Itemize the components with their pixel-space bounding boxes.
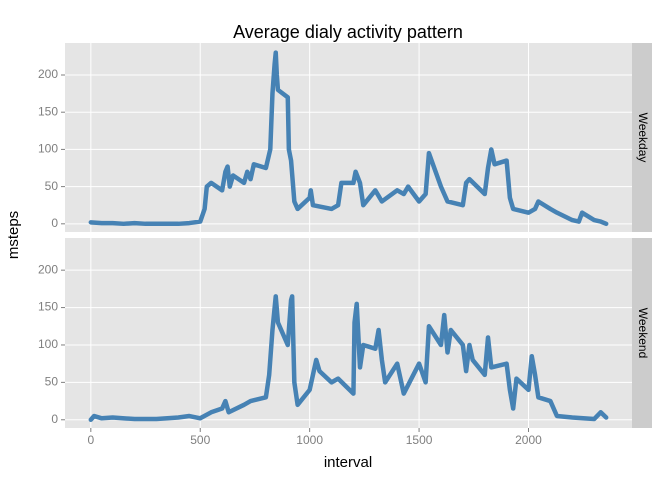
data-line bbox=[88, 50, 609, 227]
y-tick-label: 0 bbox=[51, 216, 58, 230]
y-tick-label: 150 bbox=[38, 104, 58, 118]
facet-strip bbox=[632, 238, 652, 428]
y-tick-label: 200 bbox=[38, 67, 58, 81]
x-tick-label: 500 bbox=[190, 433, 210, 447]
x-axis-label: interval bbox=[324, 454, 372, 471]
x-tick-label: 1500 bbox=[406, 433, 433, 447]
y-tick-label: 200 bbox=[38, 262, 58, 276]
x-tick-label: 0 bbox=[87, 433, 94, 447]
data-line bbox=[88, 294, 609, 423]
y-tick-label: 0 bbox=[51, 412, 58, 426]
x-tick-label: 2000 bbox=[515, 433, 542, 447]
y-tick-label: 50 bbox=[45, 179, 59, 193]
y-tick-label: 100 bbox=[38, 337, 58, 351]
y-tick-label: 100 bbox=[38, 142, 58, 156]
facet-label: Weekend bbox=[636, 308, 650, 358]
facet-label: Weekday bbox=[636, 113, 650, 163]
facet-strip bbox=[632, 43, 652, 232]
y-axis-label: msteps bbox=[5, 211, 22, 259]
y-tick-label: 50 bbox=[45, 375, 59, 389]
x-tick-label: 1000 bbox=[296, 433, 323, 447]
y-tick-label: 150 bbox=[38, 300, 58, 314]
panel-background bbox=[65, 43, 632, 232]
chart-title: Average dialy activity pattern bbox=[233, 22, 463, 42]
